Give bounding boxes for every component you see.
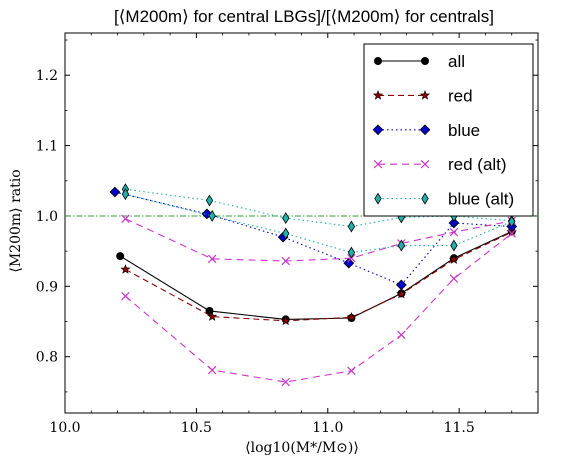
legend-marker	[372, 124, 384, 136]
data-point	[397, 330, 406, 340]
legend-marker	[420, 57, 429, 66]
data-point	[121, 291, 130, 301]
data-point	[449, 227, 459, 237]
data-point	[207, 365, 217, 375]
x-axis-label: ⟨log10(M*/M⊙)⟩	[245, 440, 359, 456]
data-point	[507, 229, 516, 238]
data-point	[347, 220, 356, 233]
series-0	[116, 227, 516, 324]
y-tick-label: 0.9	[36, 279, 58, 295]
legend-marker	[419, 124, 431, 136]
legend-label: blue (alt)	[448, 190, 514, 209]
data-point	[450, 239, 458, 252]
data-point	[347, 246, 356, 259]
legend-label: red	[448, 86, 473, 105]
y-tick-label: 1.2	[36, 68, 58, 84]
data-point	[281, 377, 290, 387]
data-point	[207, 311, 218, 321]
legend-label: all	[448, 52, 465, 71]
data-point	[281, 256, 290, 266]
data-point	[207, 254, 217, 264]
series-5	[121, 229, 516, 387]
data-point	[448, 217, 460, 229]
legend-label: red (alt)	[448, 155, 507, 174]
legend-marker	[419, 90, 431, 100]
chart-title: [⟨M200m⟩ for central LBGs]/[⟨M200m⟩ for …	[114, 7, 494, 26]
data-point	[201, 208, 213, 220]
data-point	[120, 264, 131, 274]
data-point	[347, 366, 356, 376]
data-point	[395, 279, 407, 291]
data-point	[208, 209, 216, 222]
y-tick-label: 1.1	[36, 139, 58, 155]
x-tick-label: 11.0	[312, 420, 343, 436]
data-point	[282, 227, 290, 240]
data-point	[109, 186, 121, 198]
data-point	[346, 311, 357, 322]
data-point	[449, 274, 459, 283]
data-point	[343, 257, 355, 269]
data-point	[116, 252, 125, 261]
data-point	[396, 288, 407, 299]
legend-marker	[373, 159, 383, 169]
x-tick-label: 10.5	[181, 420, 212, 436]
y-tick-label: 1.0	[36, 209, 58, 225]
legend: all red blue red (alt) blue (alt)	[363, 43, 534, 217]
y-tick-label: 0.8	[36, 350, 58, 366]
legend-marker	[374, 192, 382, 205]
series-6	[121, 188, 516, 259]
data-point	[282, 212, 290, 225]
data-point	[448, 254, 459, 264]
legend-marker	[421, 192, 429, 205]
legend-marker	[372, 90, 384, 100]
legend-marker	[373, 57, 382, 66]
x-tick-label: 11.5	[444, 420, 475, 436]
data-point	[280, 315, 291, 326]
data-point	[205, 194, 214, 207]
legend-label: blue	[448, 121, 480, 140]
data-point	[508, 215, 516, 228]
x-tick-label: 10.0	[49, 420, 80, 436]
data-point	[121, 188, 130, 201]
data-point	[121, 214, 130, 224]
legend-marker	[420, 159, 430, 169]
y-axis-label: ⟨M200m⟩ ratio	[8, 169, 24, 272]
data-point	[397, 239, 406, 252]
